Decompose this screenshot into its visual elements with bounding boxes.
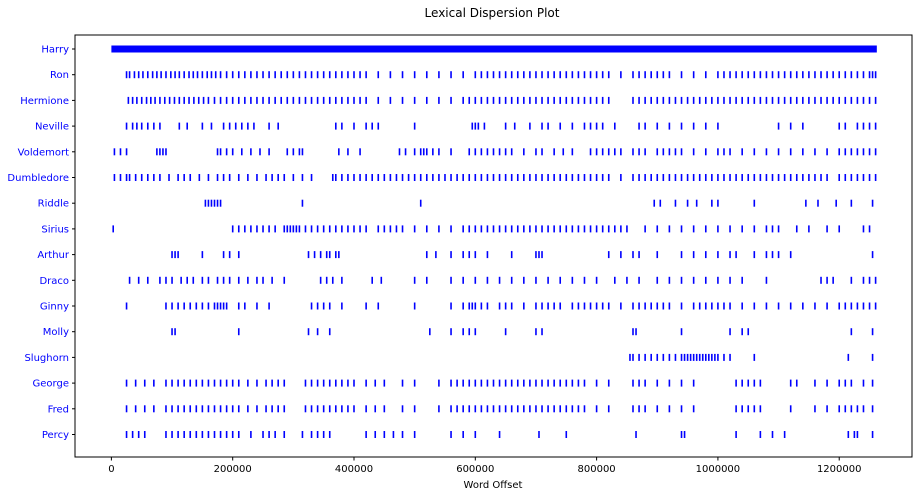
y-label-arthur: Arthur bbox=[37, 250, 70, 261]
x-tick-label: 0 bbox=[108, 464, 114, 475]
x-tick-label: 800000 bbox=[578, 464, 616, 475]
series-ron bbox=[125, 71, 877, 79]
dispersion-band-harry bbox=[111, 45, 877, 53]
plot-area: Harry Ron Hermione Neville Voldemort Dumbledo… bbox=[7, 34, 913, 475]
y-label-ginny: Ginny bbox=[40, 302, 69, 313]
y-label-hermione: Hermione bbox=[20, 96, 69, 107]
y-label-ron: Ron bbox=[50, 70, 69, 81]
x-tick-label: 1200000 bbox=[817, 464, 862, 475]
series-hermione bbox=[127, 96, 877, 104]
series-fred bbox=[125, 405, 874, 413]
y-label-riddle: Riddle bbox=[38, 199, 69, 210]
y-label-dumbledore: Dumbledore bbox=[7, 173, 69, 184]
y-label-neville: Neville bbox=[35, 122, 69, 133]
y-label-percy: Percy bbox=[42, 430, 69, 441]
x-tick-label: 400000 bbox=[335, 464, 373, 475]
x-axis-label: Word Offset bbox=[464, 480, 523, 491]
series-molly bbox=[171, 328, 874, 336]
series-draco bbox=[128, 276, 877, 284]
series-george bbox=[125, 379, 874, 387]
y-label-sirius: Sirius bbox=[41, 224, 69, 235]
series-riddle bbox=[204, 199, 874, 207]
y-label-george: George bbox=[33, 379, 69, 390]
series-sirius bbox=[112, 225, 871, 233]
y-label-molly: Molly bbox=[43, 327, 69, 338]
x-axis-ticks: 0 200000 400000 600000 800000 1000000 1200000 bbox=[108, 457, 861, 475]
y-label-slughorn: Slughorn bbox=[24, 353, 69, 364]
series-arthur bbox=[171, 251, 874, 259]
x-tick-label: 200000 bbox=[214, 464, 252, 475]
series-neville bbox=[125, 122, 877, 130]
plot-frame bbox=[74, 34, 913, 458]
series-ginny bbox=[125, 302, 877, 310]
y-label-draco: Draco bbox=[39, 276, 69, 287]
series-voldemort bbox=[113, 148, 877, 156]
x-tick-label: 600000 bbox=[456, 464, 494, 475]
series-dumbledore bbox=[113, 174, 877, 181]
y-label-fred: Fred bbox=[48, 404, 69, 415]
x-tick-label: 1000000 bbox=[696, 464, 741, 475]
dispersion-marks bbox=[111, 45, 877, 438]
chart-title: Lexical Dispersion Plot bbox=[425, 6, 560, 20]
series-slughorn bbox=[629, 353, 874, 361]
y-axis-labels: Harry Ron Hermione Neville Voldemort Dumbledo… bbox=[7, 45, 75, 441]
y-label-voldemort: Voldemort bbox=[18, 147, 69, 158]
y-label-harry: Harry bbox=[41, 45, 69, 56]
series-harry bbox=[111, 45, 877, 53]
series-percy bbox=[125, 431, 874, 438]
